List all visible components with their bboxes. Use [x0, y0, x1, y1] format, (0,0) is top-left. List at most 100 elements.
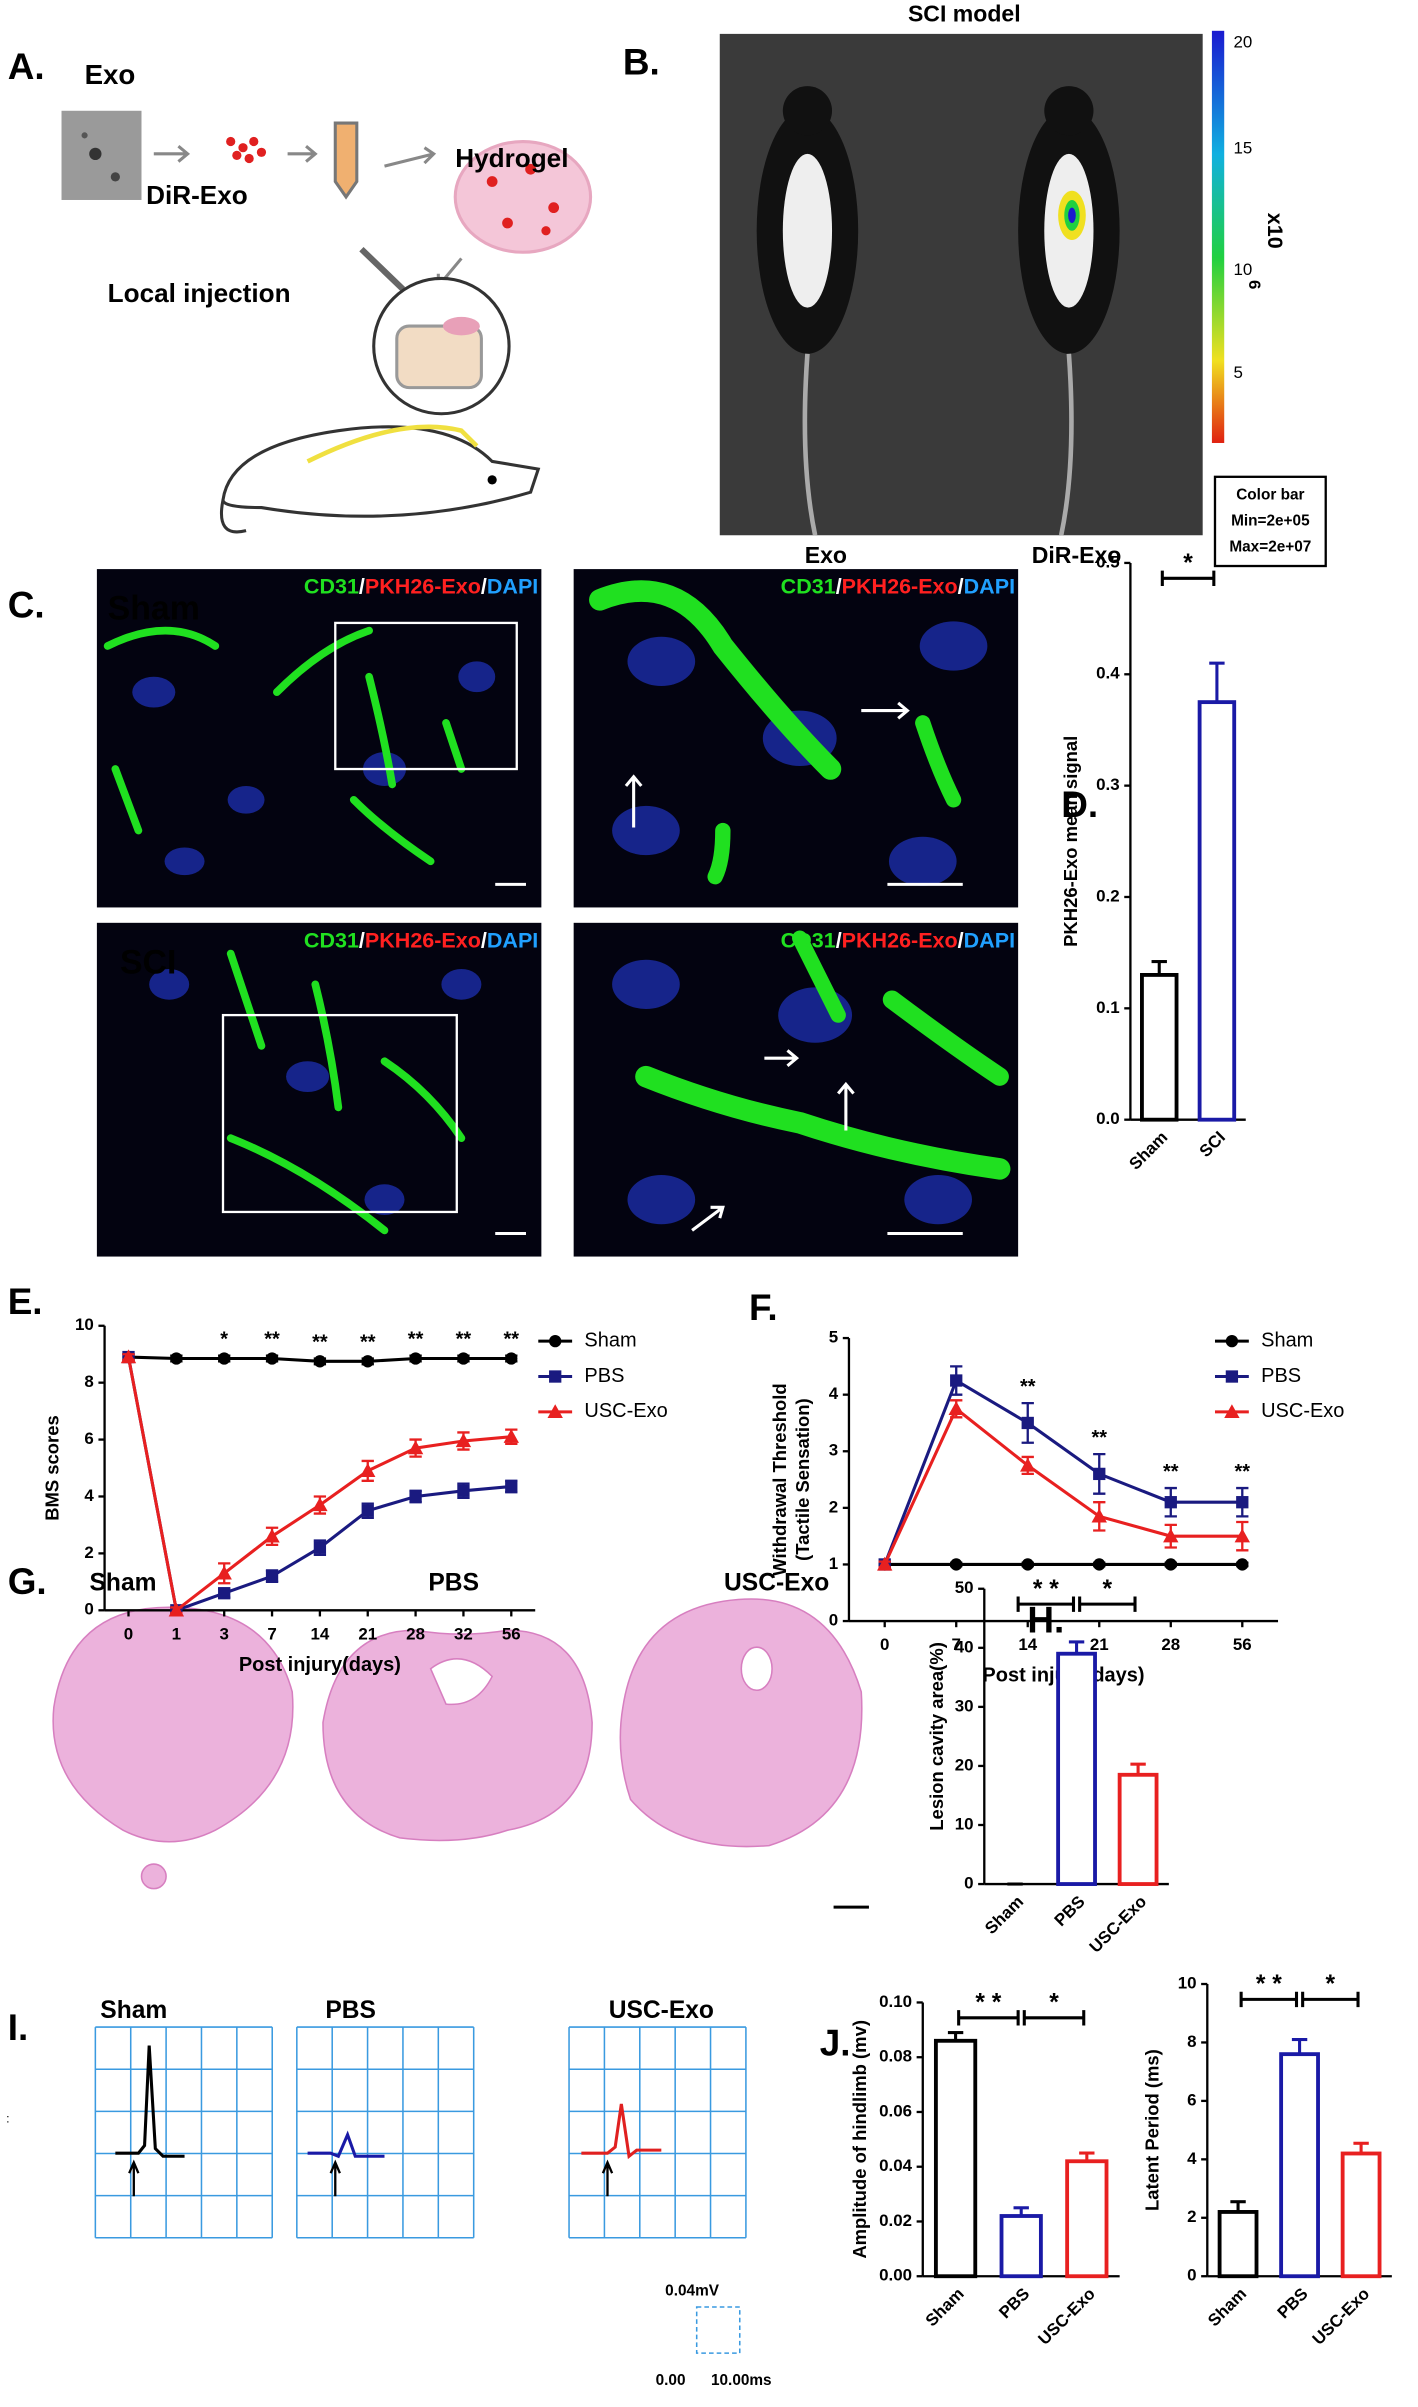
arrow	[329, 2159, 341, 2197]
marker	[361, 1355, 374, 1368]
stain-part: /	[836, 928, 842, 952]
x-tick-label: 14	[1018, 1635, 1037, 1654]
legend-label: USC-Exo	[584, 1400, 667, 1422]
x-tick-label: 14	[310, 1624, 329, 1643]
significance-label: * *	[975, 1990, 1001, 2017]
y-tick-label: 8	[1187, 2032, 1196, 2051]
significance-label: *	[1183, 550, 1193, 577]
marker	[948, 1401, 964, 1415]
marker	[1225, 1370, 1239, 1383]
bar	[933, 2038, 978, 2279]
stain-part: /	[359, 928, 365, 952]
label: E.	[8, 1281, 43, 1322]
annotation: **	[360, 1331, 376, 1353]
x-tick-label: 21	[1090, 1635, 1109, 1654]
y-axis-label: BMS scores	[42, 1415, 63, 1521]
label: Min=2e+05	[1231, 512, 1310, 529]
y-tick-label: 0.5	[1096, 552, 1120, 571]
marker	[1091, 1508, 1107, 1523]
marker	[170, 1352, 183, 1365]
y-tick-label: 20	[955, 1755, 974, 1774]
y-tick-label: 40	[955, 1637, 974, 1656]
marker	[505, 1352, 518, 1365]
marker	[1021, 1558, 1034, 1571]
y-tick-label: 2	[829, 1497, 838, 1516]
significance-label: *	[1103, 1576, 1113, 1603]
bar	[1140, 973, 1179, 1122]
label: x10	[1263, 213, 1287, 249]
marker	[360, 1463, 376, 1478]
marker	[549, 1370, 562, 1383]
marker	[1093, 1558, 1106, 1571]
y-axis-label: Lesion cavity area(%)	[926, 1642, 947, 1831]
label: PBS	[325, 1997, 376, 2024]
y-tick-label: 4	[84, 1486, 94, 1505]
significance-label: * *	[1033, 1576, 1059, 1603]
legend-label: PBS	[584, 1365, 624, 1387]
label: Sham	[100, 1997, 167, 2024]
marker	[409, 1352, 422, 1365]
label: B.	[623, 41, 660, 82]
x-tick-label: Sham	[1125, 1128, 1171, 1174]
ivis-photo	[719, 30, 1327, 568]
label: 0.04mV	[665, 2283, 720, 2300]
label: PBS	[428, 1570, 479, 1597]
stain-part: CD31	[781, 574, 836, 598]
y-tick-label: 0.2	[1096, 886, 1120, 905]
label: DiR-Exo	[146, 180, 248, 210]
label: 6	[1245, 280, 1264, 289]
marker	[216, 1565, 232, 1580]
stain-part: CD31	[781, 928, 836, 952]
annotation: **	[408, 1329, 424, 1351]
annotation: **	[264, 1329, 280, 1351]
annotation: *	[220, 1329, 228, 1351]
label: SCI	[120, 943, 176, 981]
y-axis-label: (Tactile Sensation)	[792, 1398, 813, 1561]
stain-part: PKH26-Exo	[365, 928, 481, 952]
bar	[999, 2214, 1043, 2279]
label: H.	[1027, 1599, 1064, 1640]
label: Local injection	[108, 278, 291, 308]
fluorescence-photos	[96, 569, 1019, 1257]
marker	[1093, 1467, 1106, 1481]
marker	[1164, 1558, 1177, 1571]
x-tick-label: PBS	[995, 2284, 1033, 2322]
x-tick-label: 28	[1161, 1635, 1180, 1654]
legend-label: USC-Exo	[1261, 1400, 1344, 1422]
marker	[547, 1404, 563, 1419]
marker	[1236, 1496, 1249, 1509]
marker	[457, 1484, 470, 1497]
y-tick-label: 0.04	[879, 2156, 913, 2175]
marker	[1234, 1528, 1250, 1543]
marker	[168, 1602, 185, 1617]
label: I.	[8, 2007, 29, 2048]
x-tick-label: 3	[219, 1624, 228, 1643]
label: Exo	[85, 59, 136, 90]
emg-traces	[94, 2026, 747, 2354]
label: 10	[1233, 260, 1252, 279]
x-tick-label: 32	[454, 1624, 473, 1643]
marker	[1224, 1404, 1240, 1419]
marker	[877, 1556, 893, 1571]
x-tick-label: PBS	[1274, 2284, 1312, 2322]
marker	[455, 1433, 472, 1448]
bar	[1117, 1772, 1159, 1886]
x-tick-label: Sham	[922, 2284, 968, 2330]
he-sections	[52, 1598, 869, 1909]
y-axis-label: Latent Period (ms)	[1141, 2049, 1162, 2211]
annotation: **	[1235, 1461, 1251, 1483]
bar	[1279, 2052, 1320, 2279]
trace	[581, 2103, 662, 2160]
x-tick-label: 1	[172, 1624, 181, 1643]
y-tick-label: 0	[84, 1600, 93, 1619]
marker	[218, 1587, 231, 1600]
marker	[1225, 1334, 1239, 1348]
stain-part: PKH26-Exo	[842, 574, 958, 598]
marker	[361, 1504, 374, 1517]
y-tick-label: 6	[1187, 2090, 1196, 2109]
annotation: **	[1091, 1427, 1107, 1449]
y-tick-label: 0.3	[1096, 775, 1120, 794]
marker	[1020, 1457, 1036, 1472]
marker	[265, 1352, 279, 1365]
